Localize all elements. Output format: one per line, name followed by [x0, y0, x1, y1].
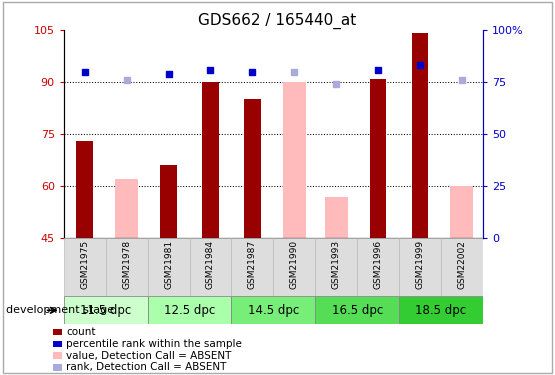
- Text: GSM21981: GSM21981: [164, 240, 173, 289]
- FancyBboxPatch shape: [231, 238, 274, 296]
- FancyBboxPatch shape: [64, 296, 148, 324]
- Bar: [282, 82, 306, 238]
- Text: 18.5 dpc: 18.5 dpc: [415, 304, 467, 317]
- FancyBboxPatch shape: [148, 238, 190, 296]
- FancyBboxPatch shape: [315, 296, 399, 324]
- Text: 11.5 dpc: 11.5 dpc: [80, 304, 132, 317]
- Text: value, Detection Call = ABSENT: value, Detection Call = ABSENT: [67, 351, 232, 360]
- Text: GSM21999: GSM21999: [416, 240, 425, 289]
- Text: 12.5 dpc: 12.5 dpc: [164, 304, 215, 317]
- Text: GSM21990: GSM21990: [290, 240, 299, 289]
- FancyBboxPatch shape: [441, 238, 483, 296]
- Text: GSM21975: GSM21975: [80, 240, 89, 289]
- Text: GSM21984: GSM21984: [206, 240, 215, 289]
- FancyBboxPatch shape: [399, 238, 441, 296]
- FancyBboxPatch shape: [399, 296, 483, 324]
- Text: GDS662 / 165440_at: GDS662 / 165440_at: [198, 13, 357, 29]
- Text: 14.5 dpc: 14.5 dpc: [248, 304, 299, 317]
- Text: GSM22002: GSM22002: [457, 240, 466, 289]
- Text: rank, Detection Call = ABSENT: rank, Detection Call = ABSENT: [67, 362, 227, 372]
- FancyBboxPatch shape: [357, 238, 399, 296]
- Bar: [450, 186, 473, 238]
- Bar: [160, 165, 177, 238]
- Bar: [412, 33, 428, 238]
- Bar: [53, 364, 62, 370]
- Text: development stage: development stage: [6, 305, 114, 315]
- Bar: [244, 99, 261, 238]
- Bar: [325, 196, 348, 238]
- Text: percentile rank within the sample: percentile rank within the sample: [67, 339, 243, 349]
- FancyBboxPatch shape: [64, 238, 105, 296]
- Text: GSM21993: GSM21993: [332, 240, 341, 289]
- FancyBboxPatch shape: [231, 296, 315, 324]
- Text: count: count: [67, 327, 96, 337]
- FancyBboxPatch shape: [105, 238, 148, 296]
- Bar: [77, 141, 93, 238]
- FancyBboxPatch shape: [274, 238, 315, 296]
- Bar: [53, 340, 62, 347]
- Bar: [370, 79, 386, 238]
- FancyBboxPatch shape: [315, 238, 357, 296]
- FancyBboxPatch shape: [190, 238, 231, 296]
- Text: GSM21978: GSM21978: [122, 240, 131, 289]
- Bar: [115, 179, 138, 238]
- Bar: [53, 352, 62, 359]
- FancyBboxPatch shape: [148, 296, 231, 324]
- Text: GSM21987: GSM21987: [248, 240, 257, 289]
- Text: GSM21996: GSM21996: [374, 240, 382, 289]
- Bar: [53, 329, 62, 335]
- Bar: [202, 82, 219, 238]
- Text: 16.5 dpc: 16.5 dpc: [331, 304, 383, 317]
